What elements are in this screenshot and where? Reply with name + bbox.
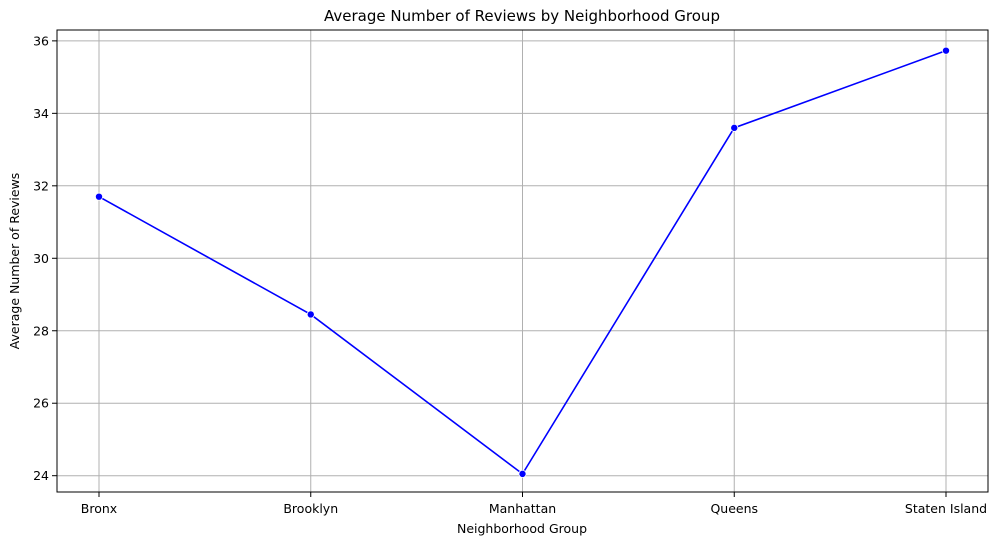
x-tick-label: Staten Island bbox=[905, 501, 987, 516]
x-tick-label: Brooklyn bbox=[283, 501, 338, 516]
y-tick-label: 24 bbox=[33, 468, 49, 483]
y-tick-label: 36 bbox=[33, 33, 49, 48]
y-tick-label: 28 bbox=[33, 323, 49, 338]
series-layer bbox=[95, 46, 951, 478]
data-point bbox=[95, 192, 104, 201]
y-tick-label: 34 bbox=[33, 106, 49, 121]
y-tick-label: 26 bbox=[33, 396, 49, 411]
y-tick-label: 32 bbox=[33, 178, 49, 193]
ticks: Bronx Brooklyn Manhattan Queens Staten Islan… bbox=[33, 33, 987, 516]
y-axis-label: Average Number of Reviews bbox=[7, 173, 22, 350]
x-tick-label: Manhattan bbox=[489, 501, 556, 516]
data-point bbox=[306, 310, 315, 319]
data-point bbox=[518, 469, 527, 478]
data-point bbox=[730, 123, 739, 132]
data-point bbox=[942, 46, 951, 55]
grid bbox=[57, 30, 988, 492]
y-tick-label: 30 bbox=[33, 251, 49, 266]
x-axis-label: Neighborhood Group bbox=[457, 521, 587, 536]
x-tick-label: Queens bbox=[710, 501, 758, 516]
x-tick-label: Bronx bbox=[81, 501, 117, 516]
chart-title: Average Number of Reviews by Neighborhoo… bbox=[324, 7, 720, 25]
